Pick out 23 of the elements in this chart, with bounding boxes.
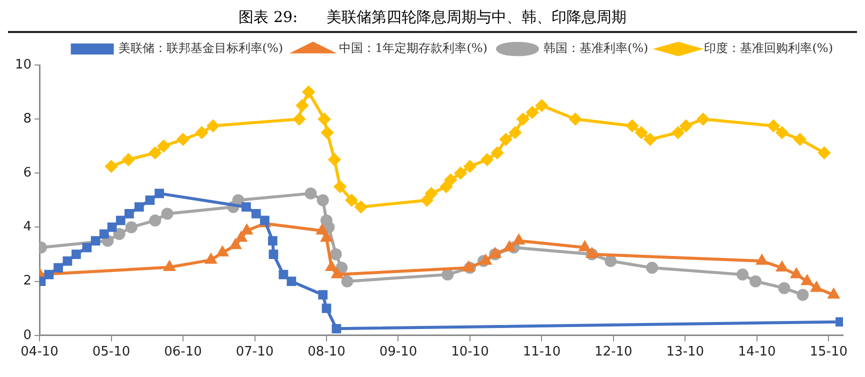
y-tick-label: 4 [23, 220, 32, 235]
x-tick-label: 09-10 [379, 344, 418, 360]
x-tick-label: 14-10 [738, 344, 776, 360]
x-tick-label: 10-10 [451, 344, 489, 360]
x-tick-label: 08-10 [308, 344, 346, 360]
chart-title: 图表 29: 美联储第四轮降息周期与中、韩、印降息周期 [8, 8, 857, 33]
y-tick-label: 8 [23, 111, 32, 126]
x-tick-label: 13-10 [666, 344, 704, 360]
y-tick-label: 2 [23, 274, 32, 289]
y-tick-label: 0 [23, 328, 32, 343]
legend-label: 韩国：基准利率(%) [543, 41, 648, 56]
x-tick-label: 06-10 [164, 344, 202, 360]
y-tick-label: 10 [14, 57, 32, 72]
x-tick-label: 07-10 [236, 344, 274, 360]
x-tick-label: 12-10 [594, 344, 632, 360]
legend-label: 中国：1年定期存款利率(%) [339, 41, 488, 56]
y-tick-label: 6 [23, 166, 32, 181]
legend-label: 印度：基准回购利率(%) [704, 41, 833, 56]
x-tick-label: 05-10 [92, 344, 130, 360]
x-tick-label: 04-10 [20, 344, 58, 360]
x-tick-label: 15-10 [810, 344, 848, 360]
x-tick-label: 11-10 [522, 344, 561, 360]
legend-label: 美联储：联邦基金目标利率(%) [118, 41, 284, 56]
